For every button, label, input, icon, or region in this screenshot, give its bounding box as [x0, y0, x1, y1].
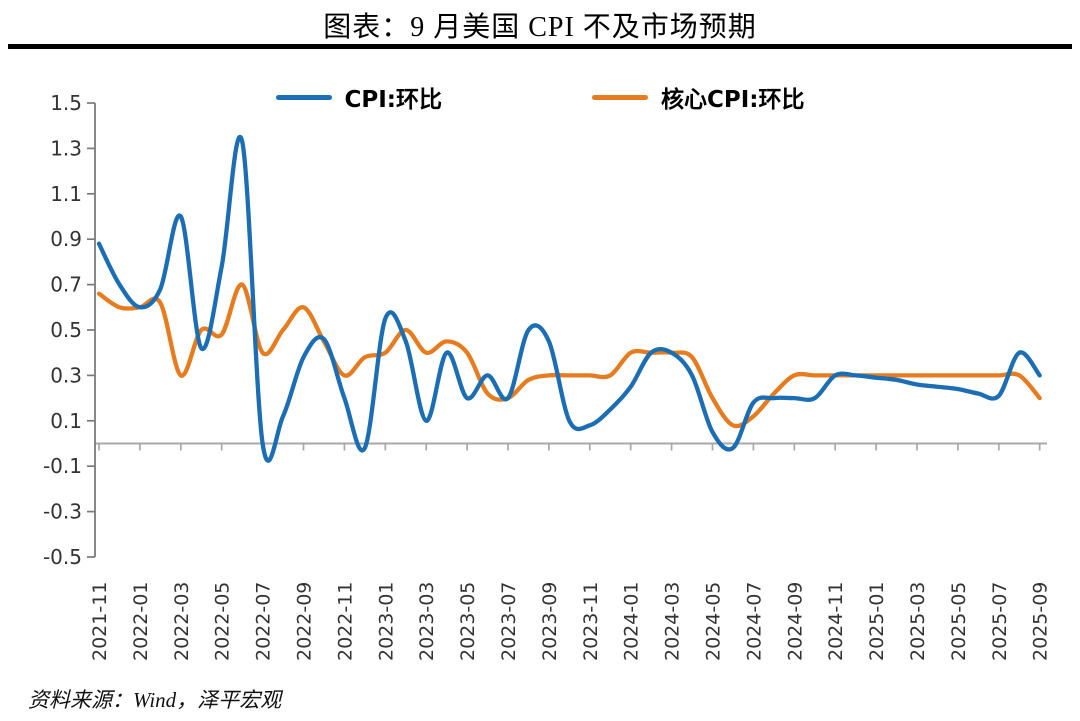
title-divider — [8, 44, 1072, 49]
x-tick-label: 2025-09 — [1030, 582, 1052, 661]
y-tick-label: 1.3 — [50, 136, 82, 160]
x-tick-label: 2022-07 — [253, 582, 275, 661]
y-tick-label: -0.5 — [43, 545, 82, 569]
x-tick-label: 2021-11 — [89, 582, 111, 661]
y-tick-label: 1.5 — [50, 91, 82, 115]
y-tick-label: 0.9 — [50, 227, 82, 251]
x-tick-label: 2023-03 — [416, 582, 438, 661]
page-title: 图表：9 月美国 CPI 不及市场预期 — [323, 12, 757, 43]
x-tick-label: 2024-05 — [703, 582, 725, 661]
x-tick-label: 2023-01 — [375, 582, 397, 661]
x-tick-label: 2023-11 — [580, 582, 602, 661]
x-tick-label: 2025-01 — [866, 582, 888, 661]
x-tick-label: 2025-07 — [989, 582, 1011, 661]
legend-label-cpi: CPI:环比 — [344, 87, 443, 113]
y-tick-label: 0.3 — [50, 363, 82, 387]
chart-legend: CPI:环比 核心CPI:环比 — [0, 80, 1080, 114]
x-tick-label: 2023-05 — [457, 582, 479, 661]
x-tick-label: 2022-01 — [130, 582, 152, 661]
y-tick-label: 1.1 — [50, 182, 82, 206]
x-tick-label: 2022-05 — [212, 582, 234, 661]
core-cpi-line — [96, 282, 1042, 429]
x-tick-label: 2022-09 — [294, 582, 316, 661]
x-tick-label: 2023-09 — [539, 582, 561, 661]
cpi-line-swatch — [275, 94, 332, 100]
x-tick-label: 2025-05 — [948, 582, 970, 661]
y-tick-label: -0.1 — [43, 454, 82, 478]
x-tick-label: 2024-01 — [621, 582, 643, 661]
x-tick-label: 2024-11 — [825, 582, 847, 661]
x-tick-label: 2022-03 — [171, 582, 193, 661]
x-tick-label: 2023-07 — [498, 582, 520, 661]
x-tick-label: 2022-11 — [334, 582, 356, 661]
legend-label-core-cpi: 核心CPI:环比 — [661, 87, 805, 113]
core-cpi-line-swatch — [592, 94, 648, 100]
source-note: 资料来源：Wind，泽平宏观 — [28, 688, 282, 712]
y-tick-label: 0.1 — [50, 409, 82, 433]
cpi-line — [96, 135, 1042, 463]
x-tick-label: 2025-03 — [907, 582, 929, 661]
x-tick-label: 2024-07 — [743, 582, 765, 661]
legend-item-cpi: CPI:环比 — [275, 80, 443, 114]
x-tick-label: 2024-09 — [784, 582, 806, 661]
x-tick-label: 2024-03 — [662, 582, 684, 661]
legend-item-core-cpi: 核心CPI:环比 — [592, 80, 805, 114]
y-tick-label: -0.3 — [43, 500, 82, 524]
y-tick-label: 0.7 — [50, 273, 82, 297]
y-tick-label: 0.5 — [50, 318, 82, 342]
